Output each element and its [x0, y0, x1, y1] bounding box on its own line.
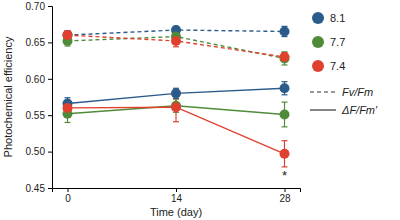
legend-swatch: [312, 12, 324, 24]
series-line: [68, 37, 285, 59]
data-point: [171, 36, 181, 46]
x-tick-mark: [285, 188, 286, 192]
error-bar-cap: [282, 140, 288, 141]
y-tick-label: 0.70: [26, 1, 46, 12]
legend-label: ΔF/Fm′: [341, 104, 378, 116]
x-axis: 0 14 28: [53, 188, 301, 204]
data-point: [280, 83, 290, 93]
data-point: [63, 30, 73, 40]
data-point: [171, 88, 181, 98]
y-tick: 0.65: [26, 37, 52, 48]
y-tick-label: 0.45: [26, 183, 46, 194]
error-bar-cap: [282, 64, 288, 65]
x-axis-line: [53, 189, 301, 193]
data-point: [280, 26, 290, 36]
data-point: [280, 149, 290, 159]
x-tick: 28: [279, 188, 291, 204]
y-tick-mark: [48, 152, 52, 153]
y-tick: 0.45: [26, 183, 52, 194]
y-tick-label: 0.60: [26, 74, 46, 85]
x-axis-title: Time (day): [150, 206, 202, 218]
y-tick: 0.55: [26, 110, 52, 121]
error-bar-cap: [282, 126, 288, 127]
legend-swatch: [312, 60, 324, 72]
series-line: [68, 35, 285, 57]
error-bar-cap: [282, 101, 288, 102]
x-tick: 14: [171, 188, 183, 204]
error-bar-cap: [282, 94, 288, 95]
legend-line: [310, 91, 336, 92]
error-bar-cap: [173, 121, 179, 122]
error-bar-cap: [173, 46, 179, 47]
x-tick-mark: [176, 188, 177, 192]
error-bar-cap: [65, 97, 71, 98]
y-tick-mark: [48, 115, 52, 116]
x-tick: 0: [65, 188, 71, 204]
y-tick: 0.60: [26, 74, 52, 85]
data-point: [63, 30, 73, 40]
data-point: [63, 103, 73, 113]
y-axis-title: Photochemical efficiency: [2, 36, 14, 157]
y-tick-label: 0.65: [26, 37, 46, 48]
error-bar-cap: [65, 122, 71, 123]
y-tick-label: 0.55: [26, 110, 46, 121]
y-tick: 0.70: [26, 1, 52, 12]
annotation: *: [282, 168, 287, 183]
y-axis: 0.45 0.50 0.55 0.60 0.65 0.70: [26, 1, 53, 194]
legend: 8.1 7.7 7.4 Fv/Fm ΔF/Fm′: [310, 12, 378, 116]
legend-label: 8.1: [330, 12, 345, 24]
y-tick-mark: [48, 42, 52, 43]
y-tick-mark: [48, 6, 52, 7]
y-tick-mark: [48, 188, 52, 189]
x-tick-label: 28: [279, 193, 291, 204]
legend-label: 7.7: [330, 36, 345, 48]
legend-swatch: [312, 36, 324, 48]
x-tick-mark: [68, 188, 69, 192]
data-point: [280, 52, 290, 62]
legend-label: 7.4: [330, 60, 345, 72]
data-point: [171, 102, 181, 112]
error-bar-cap: [282, 81, 288, 82]
y-tick: 0.50: [26, 146, 52, 157]
x-tick-label: 14: [171, 193, 183, 204]
legend-line: [310, 109, 336, 110]
y-tick-label: 0.50: [26, 146, 46, 157]
x-tick-label: 0: [65, 193, 71, 204]
data-point: [280, 109, 290, 119]
y-tick-mark: [48, 79, 52, 80]
chart: 0.45 0.50 0.55 0.60 0.65 0.70 0 14 28 Time (day) P…: [0, 0, 400, 220]
legend-label: Fv/Fm: [342, 86, 373, 98]
plot-area: [63, 25, 290, 167]
y-axis-line: [48, 7, 53, 189]
